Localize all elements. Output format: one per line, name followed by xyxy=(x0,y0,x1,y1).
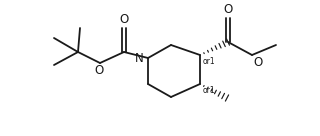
Text: O: O xyxy=(119,13,129,26)
Text: O: O xyxy=(223,3,233,16)
Text: O: O xyxy=(253,56,262,69)
Text: or1: or1 xyxy=(203,86,216,95)
Text: N: N xyxy=(135,52,144,64)
Text: or1: or1 xyxy=(203,57,216,66)
Text: O: O xyxy=(94,64,104,77)
